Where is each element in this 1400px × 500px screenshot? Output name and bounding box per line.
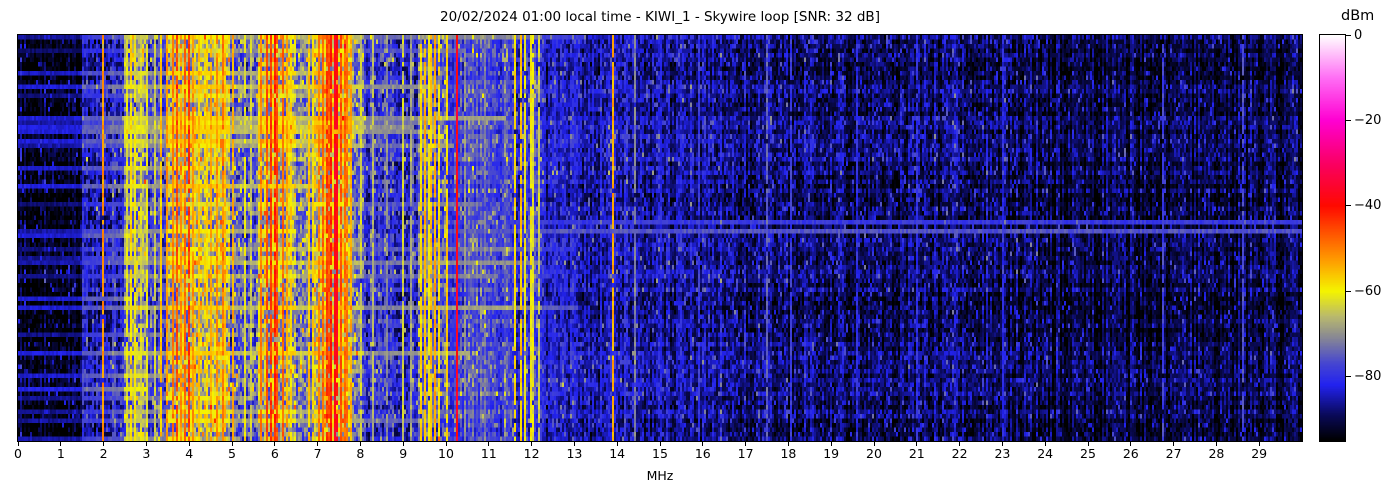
chart-title: 20/02/2024 01:00 local time - KIWI_1 - S… bbox=[440, 9, 880, 25]
x-tick-label: 0 bbox=[14, 446, 22, 461]
x-tick-mark bbox=[188, 442, 190, 446]
x-tick-label: 27 bbox=[1165, 446, 1182, 461]
colorbar-tick-label: −20 bbox=[1354, 112, 1382, 128]
x-tick-mark bbox=[60, 442, 62, 446]
spectrogram-plot-area bbox=[17, 34, 1303, 442]
x-tick-label: 2 bbox=[99, 446, 108, 461]
x-tick-mark bbox=[1001, 442, 1003, 446]
x-tick-label: 28 bbox=[1208, 446, 1225, 461]
x-tick-label: 6 bbox=[270, 446, 279, 461]
x-tick-mark bbox=[1215, 442, 1217, 446]
x-tick-label: 1 bbox=[56, 446, 65, 461]
x-tick-mark bbox=[488, 442, 490, 446]
colorbar-tick-label: 0 bbox=[1354, 27, 1363, 43]
x-tick-label: 18 bbox=[780, 446, 797, 461]
colorbar-gradient-canvas bbox=[1320, 35, 1345, 441]
x-tick-label: 16 bbox=[694, 446, 711, 461]
x-tick-mark bbox=[659, 442, 661, 446]
x-tick-mark bbox=[17, 442, 19, 446]
x-tick-label: 5 bbox=[228, 446, 236, 461]
x-tick-mark bbox=[959, 442, 961, 446]
x-tick-mark bbox=[1044, 442, 1046, 446]
x-tick-label: 4 bbox=[185, 446, 194, 461]
x-tick-mark bbox=[359, 442, 361, 446]
colorbar-tick-mark bbox=[1346, 34, 1351, 36]
x-tick-mark bbox=[1130, 442, 1132, 446]
x-tick-label: 19 bbox=[823, 446, 840, 461]
x-tick-label: 9 bbox=[399, 446, 408, 461]
x-tick-mark bbox=[1173, 442, 1175, 446]
x-tick-label: 23 bbox=[994, 446, 1011, 461]
x-tick-label: 25 bbox=[1080, 446, 1096, 461]
x-tick-mark bbox=[402, 442, 404, 446]
x-tick-label: 15 bbox=[652, 446, 668, 461]
x-tick-mark bbox=[145, 442, 147, 446]
x-tick-mark bbox=[274, 442, 276, 446]
x-tick-mark bbox=[787, 442, 789, 446]
colorbar-tick-label: −40 bbox=[1354, 198, 1382, 214]
waterfall-canvas bbox=[18, 35, 1302, 441]
x-tick-label: 12 bbox=[523, 446, 540, 461]
x-tick-label: 7 bbox=[313, 446, 322, 461]
x-tick-mark bbox=[231, 442, 233, 446]
x-tick-label: 13 bbox=[566, 446, 583, 461]
x-tick-label: 26 bbox=[1122, 446, 1139, 461]
colorbar-tick-mark bbox=[1346, 119, 1351, 121]
x-tick-label: 20 bbox=[866, 446, 882, 461]
x-tick-label: 3 bbox=[142, 446, 151, 461]
x-tick-mark bbox=[531, 442, 533, 446]
x-tick-mark bbox=[702, 442, 704, 446]
x-tick-mark bbox=[916, 442, 918, 446]
x-tick-label: 22 bbox=[951, 446, 968, 461]
x-tick-mark bbox=[317, 442, 319, 446]
colorbar-tick-label: −60 bbox=[1354, 283, 1382, 299]
x-axis-label: MHz bbox=[646, 468, 674, 483]
colorbar-tick-mark bbox=[1346, 205, 1351, 207]
x-tick-label: 29 bbox=[1251, 446, 1268, 461]
x-tick-mark bbox=[616, 442, 618, 446]
colorbar-tick-mark bbox=[1346, 290, 1351, 292]
x-tick-mark bbox=[445, 442, 447, 446]
x-tick-label: 11 bbox=[480, 446, 497, 461]
x-tick-label: 10 bbox=[438, 446, 454, 461]
colorbar-unit-label: dBm bbox=[1341, 8, 1375, 24]
x-tick-mark bbox=[103, 442, 105, 446]
colorbar-tick-mark bbox=[1346, 376, 1351, 378]
x-tick-label: 24 bbox=[1037, 446, 1054, 461]
x-tick-mark bbox=[745, 442, 747, 446]
x-tick-mark bbox=[873, 442, 875, 446]
x-tick-label: 8 bbox=[356, 446, 365, 461]
x-tick-label: 14 bbox=[609, 446, 626, 461]
x-tick-mark bbox=[573, 442, 575, 446]
colorbar bbox=[1319, 34, 1346, 442]
x-tick-mark bbox=[1087, 442, 1089, 446]
x-tick-label: 21 bbox=[908, 446, 925, 461]
x-tick-label: 17 bbox=[737, 446, 754, 461]
x-tick-mark bbox=[830, 442, 832, 446]
colorbar-tick-label: −80 bbox=[1354, 369, 1382, 385]
x-tick-mark bbox=[1258, 442, 1260, 446]
